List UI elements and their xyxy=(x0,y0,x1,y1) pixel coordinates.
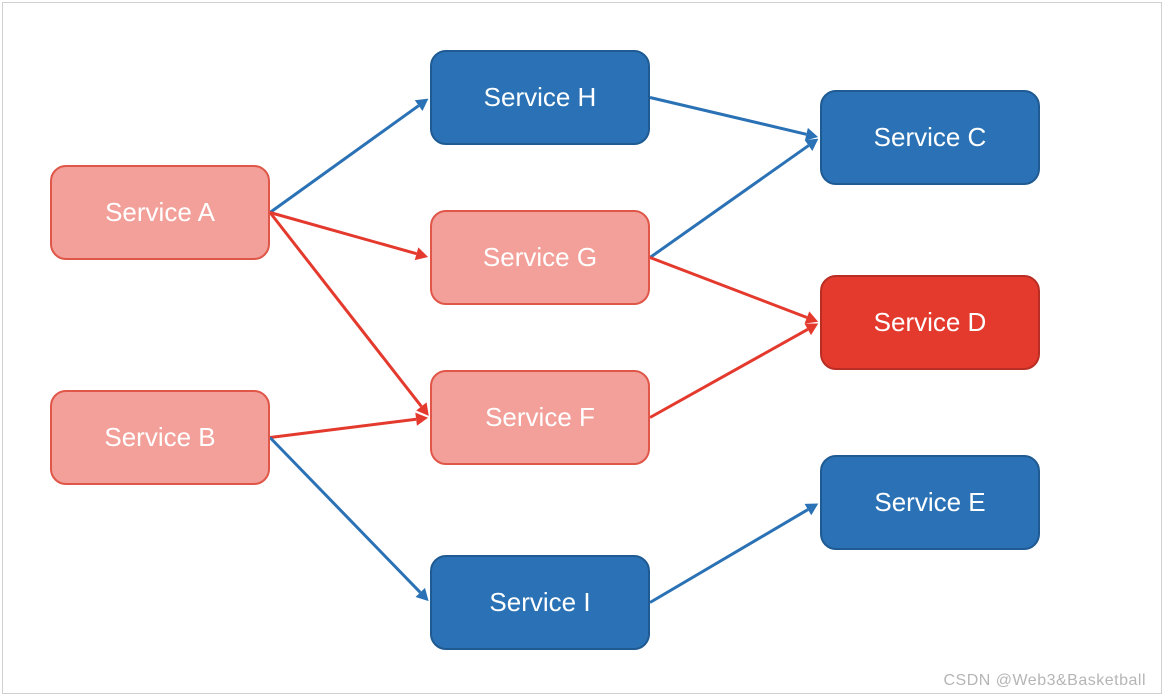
node-service-g: Service G xyxy=(430,210,650,305)
edge-a-f xyxy=(270,213,421,407)
node-label: Service H xyxy=(484,82,597,113)
edge-i-e xyxy=(650,510,808,603)
edge-g-c xyxy=(650,146,809,258)
node-label: Service A xyxy=(105,197,215,228)
node-label: Service B xyxy=(104,422,215,453)
node-service-h: Service H xyxy=(430,50,650,145)
node-label: Service D xyxy=(874,307,987,338)
edge-b-f xyxy=(270,419,416,437)
edge-h-c xyxy=(650,98,806,135)
node-label: Service F xyxy=(485,402,595,433)
node-service-c: Service C xyxy=(820,90,1040,185)
edge-a-g xyxy=(270,213,417,254)
arrowhead-g-c xyxy=(805,139,819,151)
arrowhead-a-g xyxy=(415,247,428,260)
edge-g-d xyxy=(650,258,807,318)
arrowhead-a-h xyxy=(415,99,429,111)
arrowhead-h-c xyxy=(805,128,818,141)
edge-a-h xyxy=(270,106,419,213)
node-label: Service C xyxy=(874,122,987,153)
edge-b-i xyxy=(270,438,420,593)
node-service-i: Service I xyxy=(430,555,650,650)
node-label: Service E xyxy=(874,487,985,518)
node-service-a: Service A xyxy=(50,165,270,260)
watermark-text: CSDN @Web3&Basketball xyxy=(943,672,1146,690)
node-service-e: Service E xyxy=(820,455,1040,550)
node-service-d: Service D xyxy=(820,275,1040,370)
edge-f-d xyxy=(650,329,808,417)
node-label: Service G xyxy=(483,242,597,273)
node-service-f: Service F xyxy=(430,370,650,465)
node-label: Service I xyxy=(489,587,590,618)
node-service-b: Service B xyxy=(50,390,270,485)
